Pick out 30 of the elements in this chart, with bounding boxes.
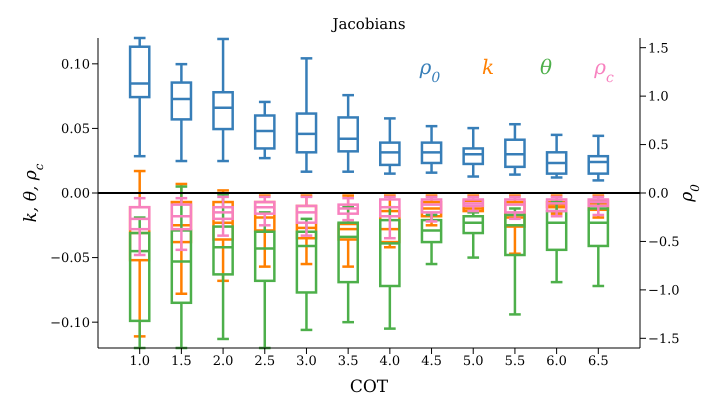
y2-tick-label: 1.5 — [648, 41, 669, 56]
y-tick-label: 0.10 — [61, 57, 90, 72]
x-tick-label: 3.0 — [296, 354, 317, 370]
x-tick-label: 3.5 — [338, 354, 358, 370]
y2-tick-label: 0.5 — [648, 138, 669, 154]
x-tick-label: 2.5 — [254, 354, 276, 370]
x-tick-label: 2.0 — [212, 354, 234, 370]
x-tick-label: 1.5 — [171, 354, 192, 370]
x-tick-label: 1.0 — [129, 354, 150, 370]
x-tick-label: 6.0 — [546, 354, 567, 370]
x-tick-label: 6.5 — [588, 354, 609, 370]
y2-tick-label: 1.0 — [648, 90, 669, 105]
x-tick-label: 5.5 — [504, 354, 526, 370]
x-tick-label: 4.0 — [380, 354, 400, 370]
y2-tick-label: −1.5 — [648, 332, 680, 347]
x-axis-title: COT — [350, 377, 389, 397]
y2-tick-label: −1.0 — [648, 283, 680, 298]
text: θ — [540, 55, 552, 79]
y2-tick-label: −0.5 — [648, 235, 680, 250]
text: ρ$_{0}$ — [418, 55, 440, 86]
text: k — [482, 55, 494, 79]
x-tick-label: 5.0 — [462, 354, 484, 370]
y2-tick-label: 0.0 — [648, 186, 669, 202]
y-tick-label: −0.10 — [50, 316, 90, 331]
y-tick-label: 0.05 — [61, 122, 90, 138]
text: ρ$_{c}$ — [593, 55, 614, 86]
y-tick-label: 0.00 — [61, 186, 90, 202]
chart-title: Jacobians — [330, 15, 406, 33]
y-tick-label: −0.05 — [50, 251, 90, 266]
x-tick-label: 4.5 — [421, 354, 442, 370]
